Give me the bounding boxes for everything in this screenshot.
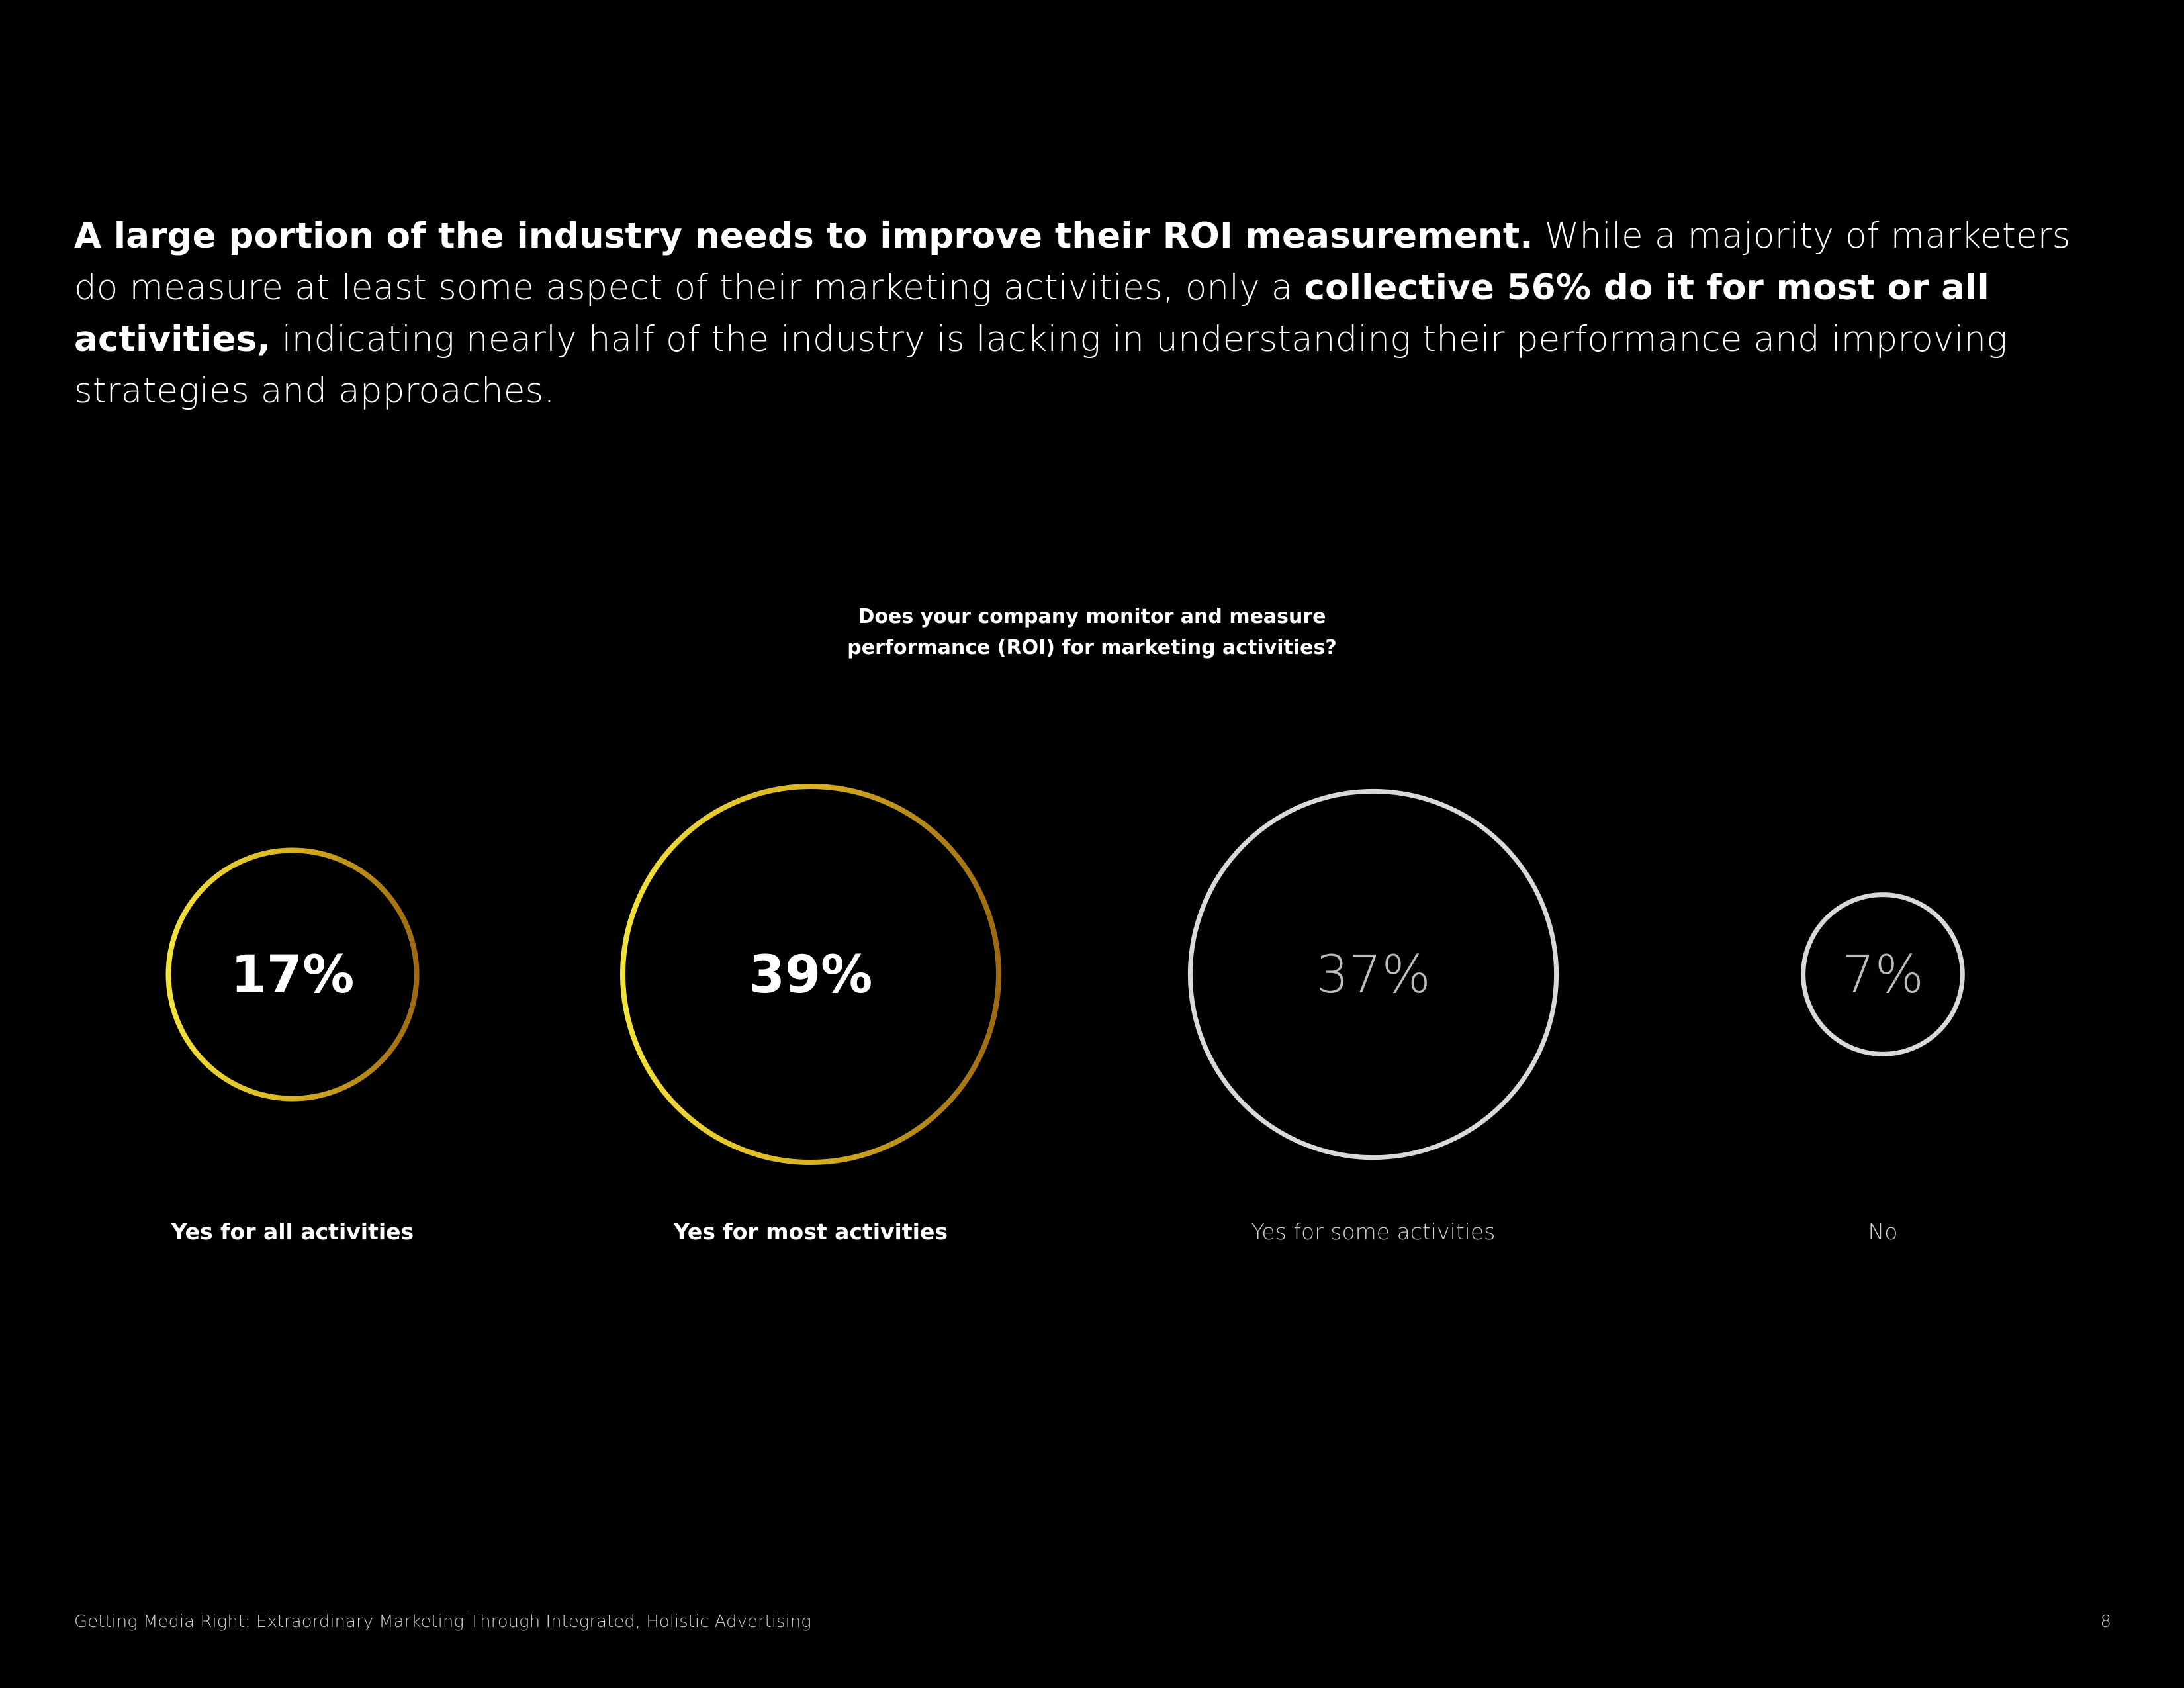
bubble-chart: 17% Yes for all activities 39% Yes for most… <box>165 784 1965 1244</box>
bubble-yes-for-some-activities <box>1187 788 1559 1160</box>
category-label-yes-for-some-activities: Yes for some activities <box>1251 1219 1496 1244</box>
intro-text-1: While a majority of marketers do measure… <box>74 216 2071 308</box>
value-label-yes-for-all-activities: 17% <box>231 945 355 1005</box>
intro-bold-mid: collective 56% do it for most or all act… <box>74 267 1989 359</box>
category-label-yes-for-all-activities: Yes for all activities <box>171 1219 414 1244</box>
page-number: 8 <box>2100 1612 2111 1632</box>
intro-paragraph: A large portion of the industry needs to… <box>74 211 2126 417</box>
bubble-yes-for-most-activities <box>620 784 1001 1165</box>
bubble-yes-for-all-activities <box>165 847 420 1102</box>
chart-question-line-1: Does your company monitor and measure <box>858 605 1326 628</box>
bubble-group: 17% Yes for all activities 39% Yes for most… <box>165 784 1965 1244</box>
category-label-no: No <box>1868 1219 1898 1244</box>
category-label-yes-for-most-activities: Yes for most activities <box>673 1219 948 1244</box>
footer-title: Getting Media Right: Extraordinary Marke… <box>74 1612 811 1632</box>
intro-text-2: indicating nearly half of the industry i… <box>74 319 2008 411</box>
chart-question: Does your company monitor and measure pe… <box>761 601 1423 663</box>
value-label-yes-for-some-activities: 37% <box>1316 945 1430 1005</box>
intro-bold-lead: A large portion of the industry needs to… <box>74 216 1533 256</box>
value-label-no: 7% <box>1842 945 1924 1005</box>
chart-question-line-2: performance (ROI) for marketing activiti… <box>847 636 1337 659</box>
bubble-no <box>1801 892 1965 1056</box>
value-label-yes-for-most-activities: 39% <box>749 945 873 1005</box>
